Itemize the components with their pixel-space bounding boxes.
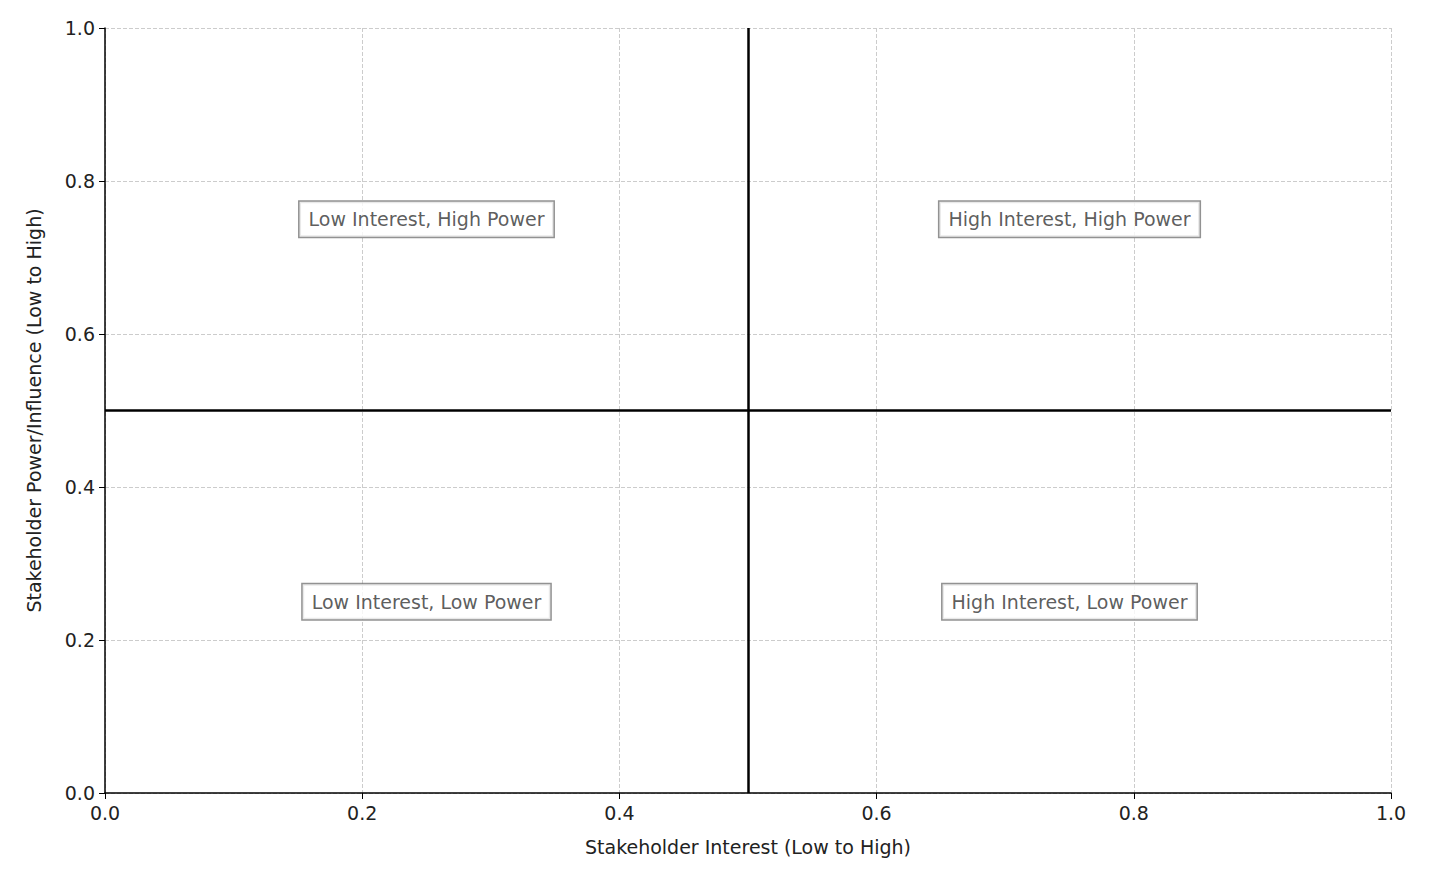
svg-text:0.4: 0.4 xyxy=(65,476,95,498)
svg-text:0.0: 0.0 xyxy=(64,782,95,804)
svg-text:0.2: 0.2 xyxy=(65,629,95,651)
svg-text:0.4: 0.4 xyxy=(604,802,634,824)
svg-text:Low Interest, High Power: Low Interest, High Power xyxy=(309,208,545,230)
svg-text:0.2: 0.2 xyxy=(347,802,377,824)
svg-text:0.0: 0.0 xyxy=(90,802,120,824)
svg-text:Low Interest, Low Power: Low Interest, Low Power xyxy=(312,591,542,613)
svg-text:High Interest, Low Power: High Interest, Low Power xyxy=(952,591,1188,613)
svg-text:1.0: 1.0 xyxy=(65,17,95,39)
svg-text:0.6: 0.6 xyxy=(861,802,891,824)
svg-text:Stakeholder Interest (Low to H: Stakeholder Interest (Low to High) xyxy=(585,836,911,858)
svg-text:1.0: 1.0 xyxy=(1376,802,1406,824)
svg-text:High Interest, High Power: High Interest, High Power xyxy=(948,208,1190,230)
svg-text:0.8: 0.8 xyxy=(65,170,95,192)
svg-text:Stakeholder Power/Influence (L: Stakeholder Power/Influence (Low to High… xyxy=(23,208,45,612)
svg-text:0.6: 0.6 xyxy=(65,323,95,345)
svg-text:0.8: 0.8 xyxy=(1119,802,1149,824)
